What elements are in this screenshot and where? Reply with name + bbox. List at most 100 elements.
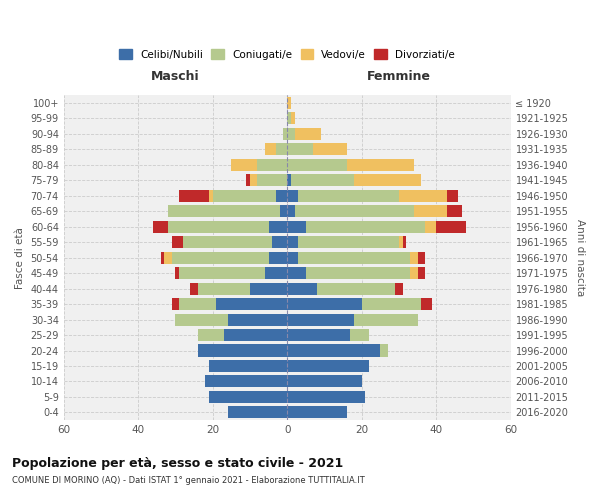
Bar: [183, 236, 272, 248]
Bar: [298, 252, 410, 264]
Bar: [347, 159, 414, 171]
Bar: [232, 159, 257, 171]
Bar: [265, 144, 276, 156]
Bar: [287, 205, 295, 218]
Bar: [283, 128, 287, 140]
Bar: [418, 267, 425, 279]
Bar: [272, 236, 287, 248]
Bar: [179, 190, 209, 202]
Bar: [265, 267, 287, 279]
Bar: [257, 174, 287, 186]
Bar: [287, 144, 313, 156]
Bar: [414, 205, 447, 218]
Bar: [287, 236, 298, 248]
Bar: [354, 314, 418, 326]
Bar: [287, 252, 298, 264]
Bar: [276, 144, 287, 156]
Text: COMUNE DI MORINO (AQ) - Dati ISTAT 1° gennaio 2021 - Elaborazione TUTTITALIA.IT: COMUNE DI MORINO (AQ) - Dati ISTAT 1° ge…: [12, 476, 365, 485]
Bar: [306, 220, 425, 233]
Bar: [317, 282, 395, 294]
Bar: [380, 344, 388, 356]
Bar: [354, 174, 421, 186]
Bar: [410, 267, 418, 279]
Bar: [287, 298, 362, 310]
Bar: [179, 298, 217, 310]
Bar: [287, 314, 354, 326]
Bar: [224, 329, 287, 341]
Bar: [257, 159, 287, 171]
Legend: Celibi/Nubili, Coniugati/e, Vedovi/e, Divorziati/e: Celibi/Nubili, Coniugati/e, Vedovi/e, Di…: [115, 45, 459, 64]
Bar: [418, 252, 425, 264]
Bar: [217, 298, 287, 310]
Bar: [287, 360, 369, 372]
Bar: [190, 282, 198, 294]
Bar: [287, 267, 306, 279]
Bar: [291, 112, 295, 124]
Bar: [287, 406, 347, 418]
Bar: [447, 205, 462, 218]
Bar: [287, 376, 362, 388]
Bar: [213, 190, 276, 202]
Bar: [198, 344, 287, 356]
Bar: [175, 314, 227, 326]
Bar: [287, 112, 291, 124]
Bar: [209, 190, 213, 202]
Bar: [172, 298, 179, 310]
Bar: [403, 236, 406, 248]
Bar: [269, 252, 287, 264]
Bar: [246, 174, 250, 186]
Bar: [287, 329, 350, 341]
Bar: [227, 406, 287, 418]
Text: Maschi: Maschi: [151, 70, 200, 83]
Bar: [172, 236, 183, 248]
Bar: [175, 267, 179, 279]
Bar: [209, 360, 287, 372]
Bar: [313, 144, 347, 156]
Bar: [287, 344, 380, 356]
Bar: [168, 205, 280, 218]
Bar: [198, 282, 250, 294]
Bar: [399, 236, 403, 248]
Bar: [291, 174, 354, 186]
Bar: [399, 190, 447, 202]
Text: Femmine: Femmine: [367, 70, 431, 83]
Bar: [287, 174, 291, 186]
Bar: [227, 314, 287, 326]
Bar: [298, 236, 399, 248]
Y-axis label: Fasce di età: Fasce di età: [15, 227, 25, 288]
Bar: [172, 252, 269, 264]
Bar: [295, 205, 414, 218]
Bar: [350, 329, 369, 341]
Bar: [436, 220, 466, 233]
Bar: [269, 220, 287, 233]
Y-axis label: Anni di nascita: Anni di nascita: [575, 219, 585, 296]
Bar: [209, 391, 287, 403]
Bar: [198, 329, 224, 341]
Bar: [287, 159, 347, 171]
Bar: [287, 282, 317, 294]
Bar: [153, 220, 168, 233]
Bar: [421, 298, 433, 310]
Bar: [287, 97, 291, 109]
Bar: [362, 298, 421, 310]
Bar: [295, 128, 321, 140]
Bar: [425, 220, 436, 233]
Bar: [161, 252, 164, 264]
Bar: [280, 205, 287, 218]
Bar: [298, 190, 399, 202]
Bar: [287, 128, 295, 140]
Bar: [447, 190, 458, 202]
Bar: [410, 252, 418, 264]
Bar: [168, 220, 269, 233]
Bar: [250, 174, 257, 186]
Bar: [306, 267, 410, 279]
Bar: [205, 376, 287, 388]
Bar: [164, 252, 172, 264]
Bar: [276, 190, 287, 202]
Bar: [395, 282, 403, 294]
Bar: [287, 391, 365, 403]
Bar: [287, 190, 298, 202]
Text: Popolazione per età, sesso e stato civile - 2021: Popolazione per età, sesso e stato civil…: [12, 458, 343, 470]
Bar: [287, 220, 306, 233]
Bar: [250, 282, 287, 294]
